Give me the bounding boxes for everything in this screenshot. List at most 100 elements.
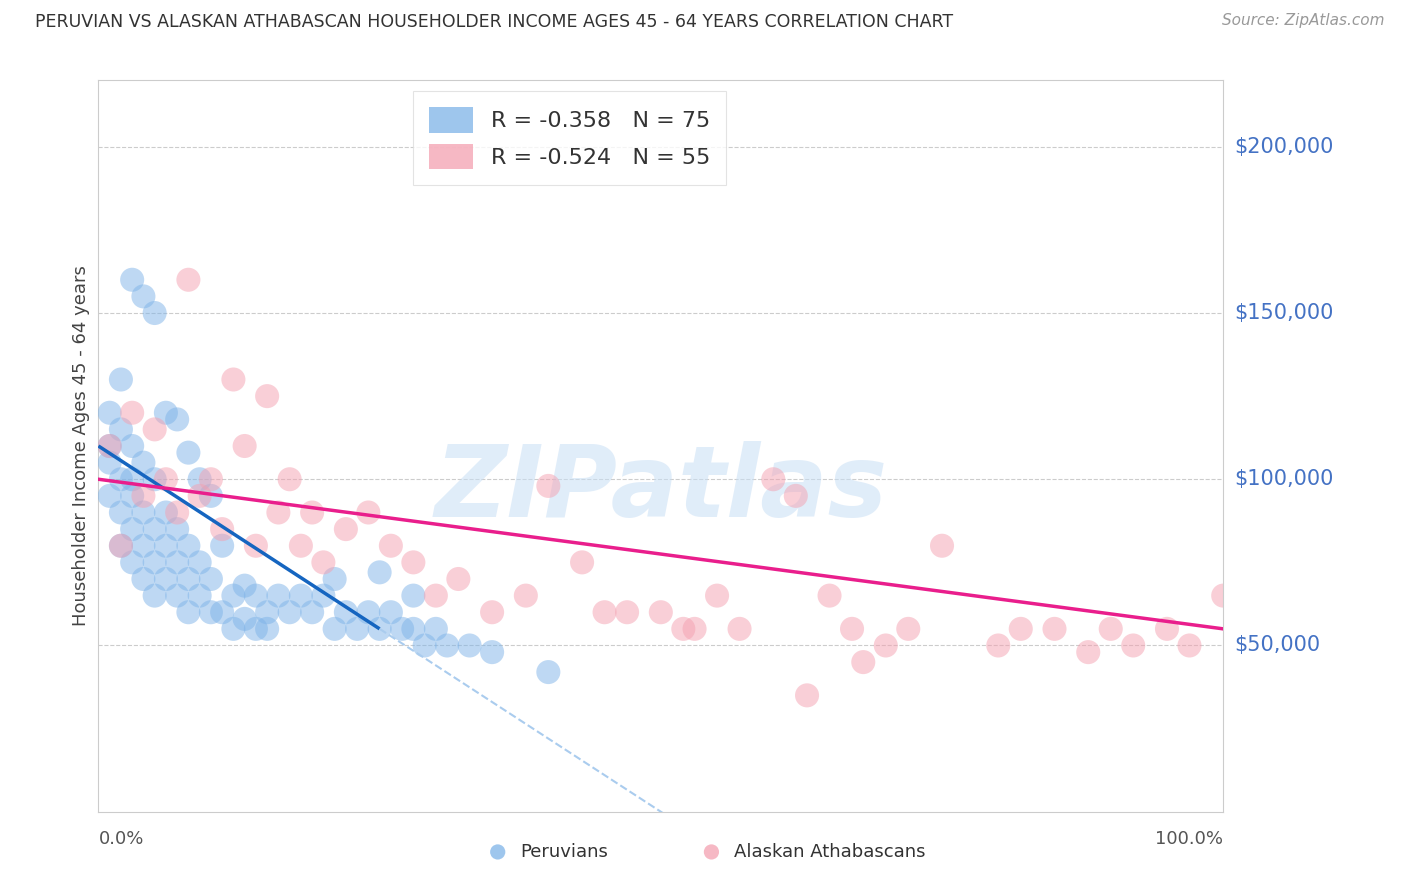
- Point: [931, 539, 953, 553]
- Point: [402, 555, 425, 569]
- Point: [897, 622, 920, 636]
- Point: [616, 605, 638, 619]
- Point: [121, 273, 143, 287]
- Text: ZIPatlas: ZIPatlas: [434, 442, 887, 539]
- Point: [110, 539, 132, 553]
- Point: [380, 539, 402, 553]
- Point: [346, 622, 368, 636]
- Point: [425, 622, 447, 636]
- Point: [200, 572, 222, 586]
- Point: [537, 665, 560, 679]
- Point: [98, 439, 121, 453]
- Point: [278, 472, 301, 486]
- Point: [245, 622, 267, 636]
- Point: [98, 456, 121, 470]
- Point: [245, 539, 267, 553]
- Point: [121, 555, 143, 569]
- Point: [245, 589, 267, 603]
- Point: [143, 472, 166, 486]
- Point: [481, 645, 503, 659]
- Y-axis label: Householder Income Ages 45 - 64 years: Householder Income Ages 45 - 64 years: [72, 266, 90, 626]
- Point: [785, 489, 807, 503]
- Point: [155, 406, 177, 420]
- Point: [143, 589, 166, 603]
- Point: [233, 439, 256, 453]
- Point: [143, 555, 166, 569]
- Point: [222, 622, 245, 636]
- Point: [93, 805, 115, 819]
- Point: [1212, 589, 1234, 603]
- Point: [132, 539, 155, 553]
- Point: [143, 306, 166, 320]
- Point: [166, 555, 188, 569]
- Point: [301, 605, 323, 619]
- Point: [312, 555, 335, 569]
- Text: $100,000: $100,000: [1234, 469, 1334, 489]
- Point: [211, 522, 233, 536]
- Point: [875, 639, 897, 653]
- Text: 100.0%: 100.0%: [1156, 830, 1223, 848]
- Point: [796, 689, 818, 703]
- Point: [312, 589, 335, 603]
- Point: [706, 589, 728, 603]
- Point: [211, 605, 233, 619]
- Point: [841, 622, 863, 636]
- Text: Source: ZipAtlas.com: Source: ZipAtlas.com: [1222, 13, 1385, 29]
- Point: [188, 589, 211, 603]
- Text: Peruvians: Peruvians: [520, 843, 609, 861]
- Point: [200, 605, 222, 619]
- Point: [143, 422, 166, 436]
- Point: [425, 589, 447, 603]
- Point: [121, 489, 143, 503]
- Point: [402, 589, 425, 603]
- Point: [1043, 622, 1066, 636]
- Point: [515, 589, 537, 603]
- Point: [818, 589, 841, 603]
- Point: [211, 539, 233, 553]
- Point: [368, 622, 391, 636]
- Point: [91, 805, 114, 819]
- Point: [233, 612, 256, 626]
- Point: [177, 605, 200, 619]
- Point: [290, 589, 312, 603]
- Text: $150,000: $150,000: [1234, 303, 1334, 323]
- Point: [593, 605, 616, 619]
- Point: [110, 372, 132, 386]
- Point: [177, 445, 200, 459]
- Point: [683, 622, 706, 636]
- Text: PERUVIAN VS ALASKAN ATHABASCAN HOUSEHOLDER INCOME AGES 45 - 64 YEARS CORRELATION: PERUVIAN VS ALASKAN ATHABASCAN HOUSEHOLD…: [35, 13, 953, 31]
- Point: [155, 506, 177, 520]
- Point: [177, 572, 200, 586]
- Point: [323, 572, 346, 586]
- Point: [1156, 622, 1178, 636]
- Text: 0.0%: 0.0%: [98, 830, 143, 848]
- Point: [233, 579, 256, 593]
- Point: [1178, 639, 1201, 653]
- Point: [650, 605, 672, 619]
- Point: [166, 506, 188, 520]
- Point: [166, 412, 188, 426]
- Point: [447, 572, 470, 586]
- Point: [132, 489, 155, 503]
- Point: [256, 622, 278, 636]
- Point: [222, 589, 245, 603]
- Point: [762, 472, 785, 486]
- Point: [413, 639, 436, 653]
- Point: [155, 472, 177, 486]
- Text: $50,000: $50,000: [1234, 635, 1320, 656]
- Point: [987, 639, 1010, 653]
- Point: [1122, 639, 1144, 653]
- Point: [335, 605, 357, 619]
- Point: [537, 479, 560, 493]
- Point: [402, 622, 425, 636]
- Point: [323, 622, 346, 636]
- Point: [436, 639, 458, 653]
- Point: [357, 506, 380, 520]
- Point: [121, 472, 143, 486]
- Point: [1099, 622, 1122, 636]
- Point: [481, 605, 503, 619]
- Legend: R = -0.358   N = 75, R = -0.524   N = 55: R = -0.358 N = 75, R = -0.524 N = 55: [413, 91, 725, 185]
- Point: [1077, 645, 1099, 659]
- Text: Alaskan Athabascans: Alaskan Athabascans: [734, 843, 925, 861]
- Point: [380, 605, 402, 619]
